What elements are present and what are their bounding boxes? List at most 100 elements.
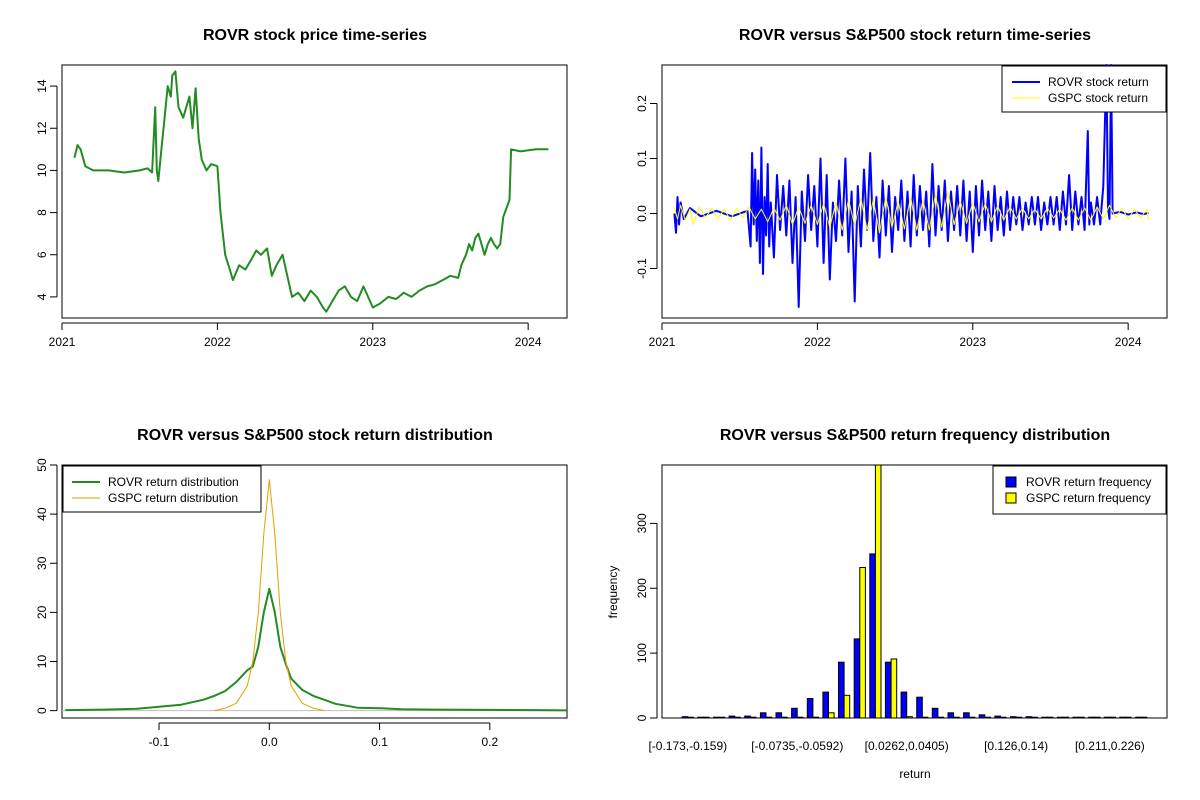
frequency-bar-rovr [869, 553, 876, 719]
frequency-legend-box [992, 465, 1167, 515]
returns-x-tick-label: 2022 [804, 335, 831, 349]
density-plot-box [61, 464, 568, 719]
frequency-bar-rovr [1041, 716, 1048, 719]
price-chart-title: ROVR stock price time-series [203, 27, 427, 44]
frequency-bar-gspc [1109, 716, 1117, 719]
frequency-bar-rovr [963, 712, 970, 719]
density-legend: ROVR return distribution GSPC return dis… [62, 465, 262, 513]
legend-label-rovr-distribution: ROVR return distribution [108, 475, 239, 489]
frequency-bar-gspc [703, 716, 710, 719]
frequency-bar-rovr [1010, 716, 1017, 719]
frequency-bar-gspc [1046, 716, 1054, 719]
legend-label-rovr-return: ROVR stock return [1048, 75, 1149, 89]
price-x-tick-label: 2024 [515, 335, 542, 349]
frequency-bar-gspc [1093, 716, 1101, 719]
frequency-bar-rovr [806, 698, 814, 719]
returns-chart-marks: -0.1 0.0 0.1 0.2 2021 2022 2023 2024 [635, 64, 1149, 349]
frequency-bar-gspc [812, 716, 820, 719]
frequency-bar-gspc [1062, 716, 1070, 719]
frequency-bar-rovr [791, 707, 798, 719]
frequency-bar-rovr [978, 714, 986, 719]
price-y-tick-label: 10 [35, 163, 49, 177]
returns-y-tick-label: 0.1 [635, 150, 649, 167]
price-y-tick-label: 14 [35, 79, 49, 93]
price-plot-box [61, 64, 568, 319]
frequency-bar-gspc [984, 716, 992, 719]
frequency-bar-gspc [796, 716, 804, 719]
frequency-y-tick-label: 300 [635, 513, 649, 533]
frequency-bar-rovr [1135, 716, 1142, 719]
frequency-bar-gspc [921, 716, 929, 719]
frequency-chart-title: ROVR versus S&P500 return frequency dist… [720, 427, 1110, 444]
returns-chart-title: ROVR versus S&P500 stock return time-ser… [739, 27, 1091, 44]
frequency-bar-gspc [1031, 716, 1038, 719]
density-x-tick-label: 0.1 [371, 735, 388, 749]
frequency-bar-rovr [1103, 716, 1111, 719]
frequency-bar-gspc [1015, 716, 1023, 719]
returns-y-tick-label: 0.2 [635, 95, 649, 112]
frequency-bar-rovr [822, 691, 830, 719]
returns-plot-box [661, 64, 1168, 319]
frequency-bar-rovr [713, 716, 720, 719]
density-legend-box [62, 465, 262, 513]
frequency-bar-gspc [953, 716, 960, 719]
price-x-tick-label: 2023 [359, 335, 386, 349]
density-y-tick-label: 50 [35, 458, 49, 472]
legend-label-gspc-return: GSPC stock return [1048, 91, 1148, 105]
frequency-bar-gspc [1140, 716, 1148, 719]
frequency-bar-rovr [1056, 716, 1064, 719]
legend-label-rovr-frequency: ROVR return frequency [1026, 475, 1151, 489]
frequency-bar-gspc [906, 716, 913, 719]
density-y-tick-label: 40 [35, 507, 49, 521]
frequency-bar-rovr [728, 715, 736, 719]
frequency-bar-gspc [859, 567, 866, 719]
price-chart-marks: 4 6 8 10 12 14 2021 2022 2023 2024 [35, 70, 549, 349]
frequency-bar-rovr [681, 716, 689, 719]
frequency-bar-rovr [931, 707, 939, 719]
price-y-tick-label: 4 [35, 293, 49, 300]
frequency-bar-gspc [1000, 716, 1007, 719]
frequency-bar-gspc [890, 658, 898, 719]
frequency-bar-rovr [838, 661, 845, 719]
density-chart: ROVR versus S&P500 stock return distribu… [35, 427, 568, 749]
frequency-bar-rovr [1088, 716, 1095, 719]
density-x-tick-label: 0.0 [261, 735, 278, 749]
frequency-bar-rovr [884, 661, 892, 719]
frequency-bar-gspc [687, 716, 694, 719]
frequency-y-tick-label: 200 [635, 578, 649, 598]
frequency-bar-rovr [1119, 716, 1127, 719]
frequency-bar-gspc [734, 716, 741, 719]
density-x-tick-label: -0.1 [149, 735, 170, 749]
returns-y-tick-label: 0.0 [635, 205, 649, 222]
frequency-bar-rovr [1025, 716, 1033, 719]
legend-swatch-rovr-frequency [1005, 476, 1017, 488]
frequency-bar-gspc [843, 694, 851, 719]
frequency-chart: ROVR versus S&P500 return frequency dist… [606, 427, 1168, 781]
frequency-bar-gspc [749, 716, 757, 719]
frequency-chart-marks: 0 100 200 300 [-0.173,-0.159) [-0.0735,-0.059… [635, 464, 1148, 753]
frequency-bar-rovr [1072, 716, 1080, 719]
returns-y-tick-label: -0.1 [635, 258, 649, 279]
frequency-x-axis-label: return [899, 767, 930, 781]
frequency-bar-rovr [916, 696, 923, 719]
legend-label-gspc-distribution: GSPC return distribution [108, 491, 238, 505]
density-series-gspc-line [214, 479, 325, 712]
legend-swatch-gspc-frequency [1005, 492, 1017, 504]
density-chart-title: ROVR versus S&P500 stock return distribu… [137, 427, 493, 444]
frequency-bar-gspc [718, 716, 726, 719]
returns-x-tick-label: 2021 [649, 335, 676, 349]
density-x-tick-label: 0.2 [481, 735, 498, 749]
frequency-bar-gspc [1078, 716, 1085, 719]
frequency-bar-rovr [947, 712, 955, 719]
legend-label-gspc-frequency: GSPC return frequency [1026, 491, 1151, 505]
frequency-legend: ROVR return frequency GSPC return freque… [992, 465, 1167, 515]
frequency-bar-rovr [994, 715, 1002, 719]
price-y-tick-label: 6 [35, 251, 49, 258]
density-y-tick-label: 0 [35, 707, 49, 714]
frequency-x-tick-label: [0.0262,0.0405) [865, 739, 949, 753]
frequency-bar-gspc [828, 712, 835, 719]
frequency-x-tick-label: [-0.0735,-0.0592) [751, 739, 843, 753]
frequency-y-tick-label: 0 [635, 714, 649, 721]
price-y-tick-label: 12 [35, 121, 49, 135]
